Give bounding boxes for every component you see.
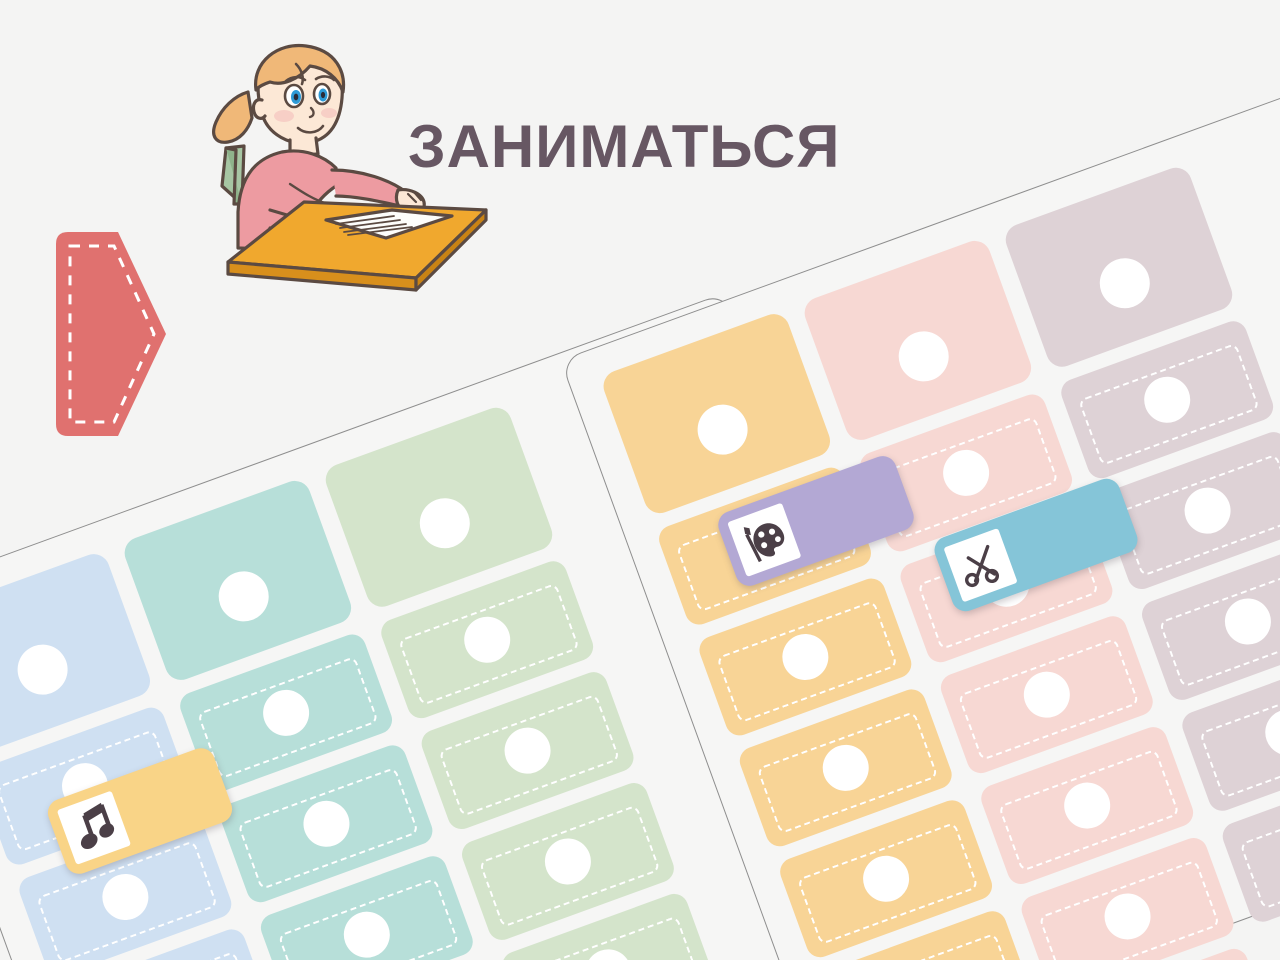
subject-card-technology[interactable] [930, 474, 1142, 616]
tomorrow-arrow-badge[interactable] [42, 228, 170, 440]
day-header-label [1006, 176, 1190, 243]
velcro-dot [891, 324, 956, 389]
day-header-label [604, 323, 788, 390]
velcro-dot [10, 637, 75, 702]
dashed-outline [1239, 786, 1280, 910]
music-note-icon [56, 790, 132, 865]
girl-at-desk-typing-illustration [186, 34, 496, 294]
subject-card-music[interactable] [43, 744, 237, 878]
day-header-label [125, 490, 309, 557]
velcro-dot [211, 564, 276, 629]
day-header-label [0, 563, 108, 630]
paint-palette-icon [727, 502, 802, 577]
day-header-label [326, 416, 510, 483]
velcro-dot [690, 397, 755, 462]
velcro-dot [1092, 251, 1157, 316]
scissors-icon [943, 528, 1018, 603]
velcro-dot [412, 491, 477, 556]
subject-card-izo[interactable] [714, 452, 918, 590]
page-title: ЗАНИМАТЬСЯ [408, 113, 841, 180]
day-header-label [805, 250, 989, 317]
